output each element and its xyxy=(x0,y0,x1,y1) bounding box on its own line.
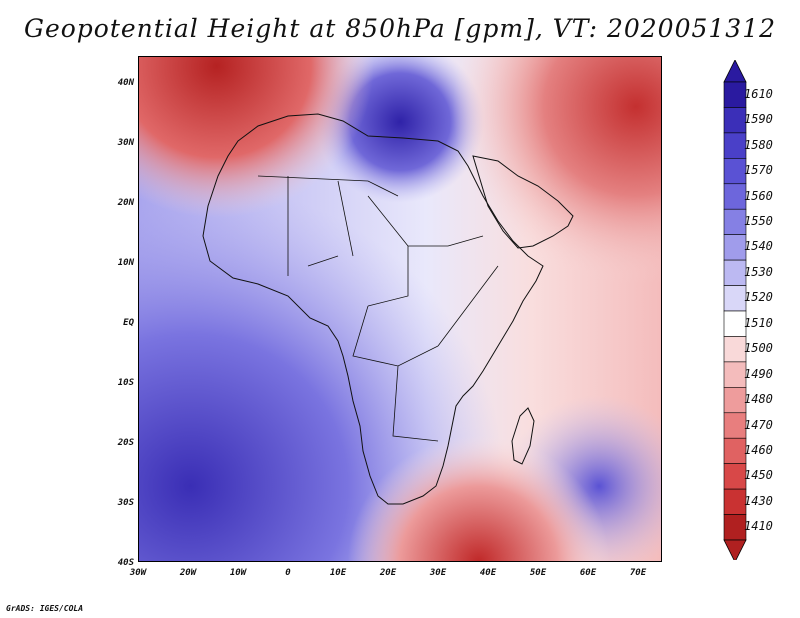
colorbar-segment xyxy=(723,208,747,235)
colorbar-segment xyxy=(723,463,747,490)
x-tick-label: 30W xyxy=(129,568,147,578)
colorbar-label: 1490 xyxy=(744,366,773,381)
y-tick-label: 30N xyxy=(117,138,134,148)
colorbar-segment xyxy=(723,259,747,286)
y-tick-label: 30S xyxy=(117,498,134,508)
y-tick-label: 10S xyxy=(117,378,134,388)
colorbar-label: 1480 xyxy=(744,392,773,407)
x-tick-label: 0 xyxy=(285,568,291,578)
colorbar-label: 1540 xyxy=(744,239,773,254)
colorbar-label: 1430 xyxy=(744,493,773,508)
colorbar-segment xyxy=(723,336,747,363)
colorbar-label: 1590 xyxy=(744,112,773,127)
colorbar-segment xyxy=(723,107,747,134)
madagascar-coastline xyxy=(511,407,535,465)
x-tick-label: 40E xyxy=(479,568,497,578)
x-tick-label: 70E xyxy=(629,568,647,578)
field-red-south xyxy=(138,56,662,562)
colorbar-label: 1510 xyxy=(744,315,773,330)
y-tick-label: 20N xyxy=(117,198,134,208)
colorbar-label: 1520 xyxy=(744,290,773,305)
colorbar-label: 1580 xyxy=(744,137,773,152)
colorbar-segment xyxy=(723,132,747,159)
y-tick-label: 40S xyxy=(117,558,134,568)
colorbar-segment xyxy=(723,81,747,108)
x-tick-label: 20E xyxy=(379,568,397,578)
colorbar-segment xyxy=(723,514,747,541)
x-tick-label: 30E xyxy=(429,568,447,578)
y-tick-label: 10N xyxy=(117,258,134,268)
x-tick-label: 10E xyxy=(329,568,347,578)
country-borders xyxy=(257,175,499,442)
colorbar-segment xyxy=(723,234,747,261)
map-frame xyxy=(138,56,662,562)
colorbar xyxy=(723,60,747,560)
arabia-coastline xyxy=(472,155,574,249)
colorbar-segment xyxy=(723,412,747,439)
colorbar-label: 1470 xyxy=(744,417,773,432)
colorbar-label: 1450 xyxy=(744,468,773,483)
colorbar-segment xyxy=(723,285,747,312)
colorbar-top-arrow xyxy=(723,60,747,83)
colorbar-segment xyxy=(723,361,747,388)
geopotential-map xyxy=(138,56,662,562)
y-tick-label: EQ xyxy=(123,318,134,328)
x-tick-label: 20W xyxy=(179,568,197,578)
x-tick-label: 60E xyxy=(579,568,597,578)
colorbar-label: 1610 xyxy=(744,86,773,101)
colorbar-segment xyxy=(723,488,747,515)
y-tick-label: 40N xyxy=(117,78,134,88)
colorbar-label: 1570 xyxy=(744,163,773,178)
colorbar-label: 1530 xyxy=(744,264,773,279)
colorbar-label: 1550 xyxy=(744,213,773,228)
colorbar-segment xyxy=(723,437,747,464)
colorbar-segment xyxy=(723,183,747,210)
africa-coastline xyxy=(202,113,544,505)
colorbar-label: 1460 xyxy=(744,442,773,457)
colorbar-segment xyxy=(723,387,747,414)
colorbar-label: 1560 xyxy=(744,188,773,203)
y-tick-label: 20S xyxy=(117,438,134,448)
colorbar-bottom-arrow xyxy=(723,539,747,560)
colorbar-label: 1500 xyxy=(744,341,773,356)
x-tick-label: 50E xyxy=(529,568,547,578)
colorbar-segment xyxy=(723,310,747,337)
x-tick-label: 10W xyxy=(229,568,247,578)
grads-credit: GrADS: IGES/COLA xyxy=(6,604,84,613)
colorbar-label: 1410 xyxy=(744,519,773,534)
colorbar-segment xyxy=(723,158,747,185)
map-title: Geopotential Height at 850hPa [gpm], VT:… xyxy=(23,14,777,43)
